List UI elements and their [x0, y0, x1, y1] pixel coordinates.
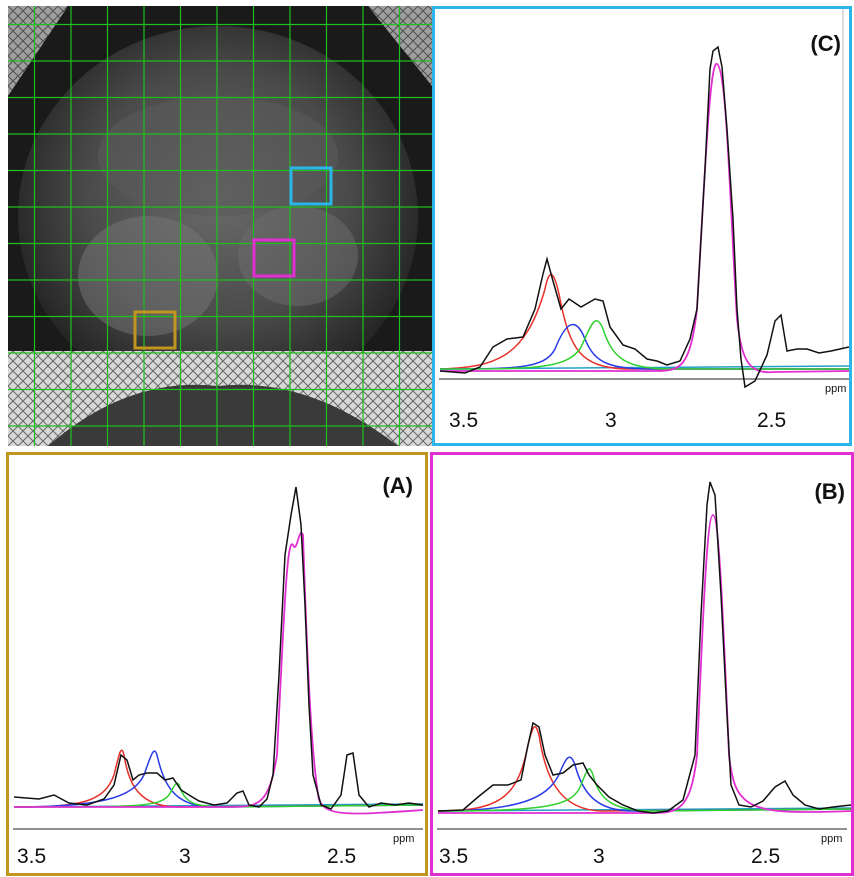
voxel-box-b [252, 238, 296, 278]
tick-3: 3 [593, 845, 605, 868]
spectrum-panel-c: (C) 3.5 3 2.5 ppm [432, 6, 852, 446]
tick-3: 3 [605, 409, 617, 432]
spectrum-b-svg [437, 481, 851, 830]
panel-label-b: (B) [814, 479, 845, 504]
tick-3-5: 3.5 [439, 845, 469, 868]
axis-unit: ppm [821, 833, 843, 845]
axis-unit: ppm [825, 383, 847, 395]
mri-voxel-grid-image [8, 6, 432, 446]
tick-2-5: 2.5 [327, 845, 357, 868]
tick-3-5: 3.5 [449, 409, 479, 432]
tick-3-5: 3.5 [17, 845, 47, 868]
panel-label-c: (C) [810, 31, 841, 56]
voxel-grid [8, 6, 432, 446]
panel-label-a: (A) [382, 473, 413, 498]
mri-svg [8, 6, 432, 446]
tick-2-5: 2.5 [751, 845, 781, 868]
spectrum-panel-a: (A) 3.5 3 2.5 ppm [6, 452, 428, 876]
voxel-box-a [133, 310, 177, 350]
tick-2-5: 2.5 [757, 409, 787, 432]
voxel-box-c [289, 166, 333, 206]
spectrum-a-svg [13, 486, 424, 830]
axis-unit: ppm [393, 833, 415, 845]
spectrum-c-svg [439, 9, 849, 389]
spectrum-panel-b: (B) 3.5 3 2.5 ppm [430, 452, 854, 876]
tick-3: 3 [179, 845, 191, 868]
